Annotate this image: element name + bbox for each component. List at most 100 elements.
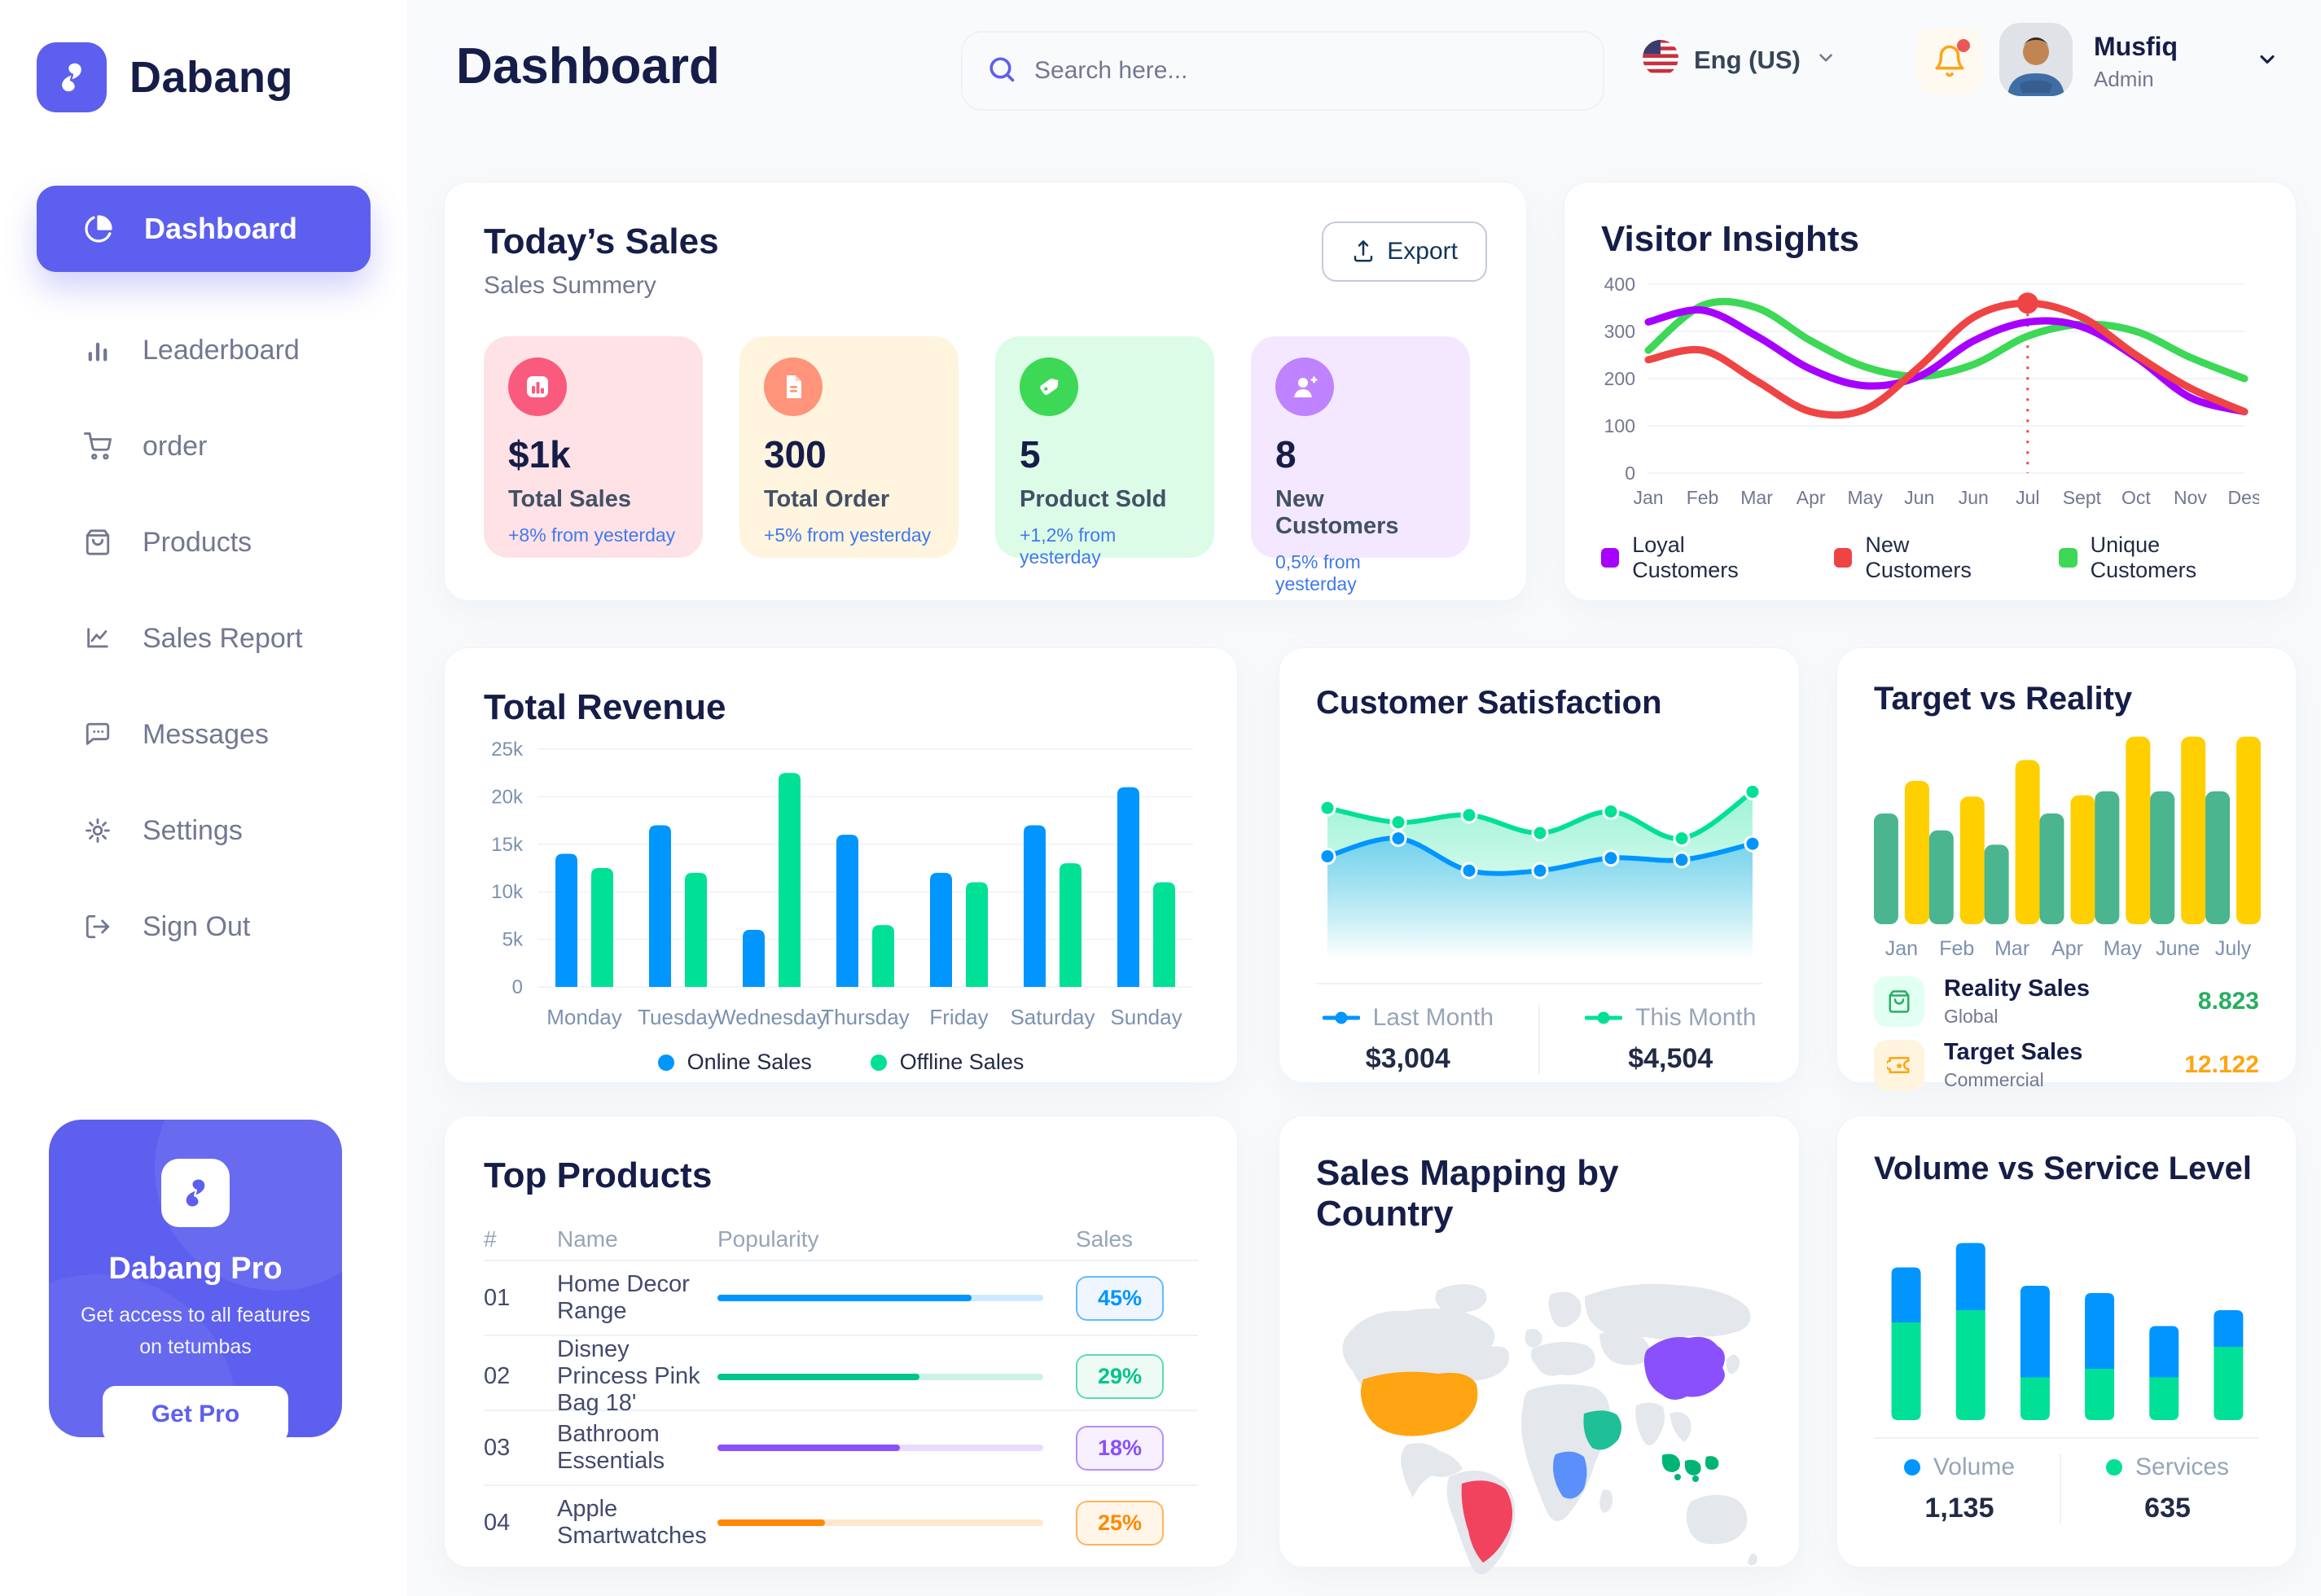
user-menu[interactable]: Musfiq Admin bbox=[1999, 23, 2279, 100]
sidebar-item-products[interactable]: Products bbox=[37, 513, 371, 572]
volume-service-title: Volume vs Service Level bbox=[1874, 1151, 2252, 1186]
svg-text:Tuesday: Tuesday bbox=[638, 1005, 718, 1029]
cart-icon bbox=[84, 432, 112, 460]
product-row-01[interactable]: 01 Home Decor Range 45% bbox=[484, 1260, 1198, 1335]
today-sales-title: Today’s Sales bbox=[484, 221, 719, 261]
sidebar-item-order[interactable]: order bbox=[37, 417, 371, 476]
bar-chart-icon bbox=[84, 336, 112, 364]
stat-card-total-order[interactable]: 300 Total Order +5% from yesterday bbox=[739, 336, 959, 558]
today-sales-card: Today’s Sales Sales Summery Export $1k To… bbox=[444, 182, 1527, 601]
customer-satisfaction-chart bbox=[1316, 733, 1762, 971]
target-vs-reality-title: Target vs Reality bbox=[1874, 681, 2133, 717]
online-legend-dot bbox=[657, 1054, 674, 1071]
total-revenue-title: Total Revenue bbox=[484, 687, 726, 727]
pie-chart-icon bbox=[84, 214, 113, 243]
svg-text:25k: 25k bbox=[491, 739, 524, 761]
brand[interactable]: Dabang bbox=[0, 0, 407, 112]
message-icon bbox=[84, 721, 112, 748]
pro-description: Get access to all features on tetumbas bbox=[80, 1304, 311, 1358]
sidebar-item-sales-report[interactable]: Sales Report bbox=[37, 609, 371, 668]
target-vs-reality-card: Target vs Reality Jan Feb Mar Apr May June Jul… bbox=[1836, 647, 2297, 1090]
product-name: Apple Smartwatches bbox=[557, 1496, 707, 1549]
sidebar-item-dashboard[interactable]: Dashboard bbox=[37, 186, 371, 272]
last-month-legend-icon bbox=[1322, 1011, 1360, 1024]
stat-delta: +5% from yesterday bbox=[764, 524, 932, 546]
sidebar-item-sign-out[interactable]: Sign Out bbox=[37, 897, 371, 956]
sidebar: Dabang Dashboard Leaderboard order Products… bbox=[0, 0, 407, 1596]
services-total: 635 bbox=[2144, 1493, 2191, 1524]
search-input[interactable] bbox=[1034, 57, 1578, 85]
product-popularity-bar bbox=[717, 1295, 1076, 1301]
svg-text:Sept: Sept bbox=[2063, 487, 2102, 508]
total-revenue-card: Total Revenue 0 5k 10k 15k 20k 25k Monday Tuesd… bbox=[444, 647, 1238, 1083]
top-products-card: Top Products # Name Popularity Sales 01 H… bbox=[444, 1116, 1238, 1568]
target-vs-reality-chart: Jan Feb Mar Apr May June July bbox=[1873, 722, 2262, 967]
export-button[interactable]: Export bbox=[1322, 221, 1487, 282]
divider bbox=[1316, 983, 1762, 984]
product-name: Disney Princess Pink Bag 18' bbox=[557, 1336, 700, 1416]
notification-dot bbox=[1957, 39, 1970, 52]
svg-text:5k: 5k bbox=[502, 929, 524, 951]
avatar bbox=[1999, 23, 2073, 100]
get-pro-button[interactable]: Get Pro bbox=[103, 1385, 288, 1437]
pro-title: Dabang Pro bbox=[108, 1252, 283, 1286]
stat-label: Total Sales bbox=[508, 486, 631, 512]
new-legend-swatch bbox=[1834, 548, 1853, 568]
chart-line-icon bbox=[84, 625, 112, 652]
stat-card-product-sold[interactable]: 5 Product Sold +1,2% from yesterday bbox=[995, 336, 1214, 568]
chevron-down-icon bbox=[2256, 48, 2279, 75]
stat-value: 300 bbox=[764, 433, 827, 476]
svg-text:Saturday: Saturday bbox=[1010, 1005, 1095, 1029]
customer-satisfaction-title: Customer Satisfaction bbox=[1316, 685, 1662, 721]
today-sales-subtitle: Sales Summery bbox=[484, 272, 656, 299]
target-sales-value: 12.122 bbox=[2184, 1051, 2259, 1078]
svg-text:Wednesday: Wednesday bbox=[716, 1005, 827, 1029]
top-products-rows: 01 Home Decor Range 45% 02 Disney Princess P… bbox=[484, 1260, 1198, 1559]
visitor-insights-card: Visitor Insights 0 100 200 300 400 Jan Feb Mar A… bbox=[1564, 182, 2297, 601]
pro-logo-icon bbox=[161, 1159, 230, 1227]
ticket-icon bbox=[1874, 1040, 1924, 1090]
brand-logo-icon bbox=[37, 42, 107, 112]
product-sales-badge: 18% bbox=[1076, 1425, 1198, 1471]
svg-text:0: 0 bbox=[1625, 463, 1635, 484]
svg-text:10k: 10k bbox=[491, 881, 524, 903]
product-row-02[interactable]: 02 Disney Princess Pink Bag 18' 29% bbox=[484, 1335, 1198, 1416]
svg-text:Jul: Jul bbox=[2016, 487, 2039, 508]
product-row-04[interactable]: 04 Apple Smartwatches 25% bbox=[484, 1484, 1198, 1559]
language-selector[interactable]: Eng (US) bbox=[1642, 39, 1836, 81]
svg-text:May: May bbox=[2104, 937, 2143, 960]
stat-label: New Customers bbox=[1275, 486, 1399, 539]
receipt-icon bbox=[764, 357, 823, 416]
revenue-legend: Online Sales Offline Sales bbox=[484, 1050, 1198, 1075]
last-month-total: $3,004 bbox=[1365, 1043, 1450, 1074]
sidebar-item-messages[interactable]: Messages bbox=[37, 705, 371, 764]
svg-text:June: June bbox=[2156, 937, 2200, 960]
chevron-down-icon bbox=[1815, 47, 1836, 72]
search-bar[interactable] bbox=[961, 31, 1604, 111]
sidebar-item-leaderboard[interactable]: Leaderboard bbox=[37, 321, 371, 379]
product-row-03[interactable]: 03 Bathroom Essentials 18% bbox=[484, 1410, 1198, 1484]
product-sales-badge: 29% bbox=[1076, 1354, 1198, 1399]
svg-text:Apr: Apr bbox=[1797, 487, 1826, 508]
stat-delta: 0,5% from yesterday bbox=[1275, 551, 1361, 594]
product-popularity-bar bbox=[717, 1373, 1076, 1380]
this-month-legend-icon bbox=[1585, 1011, 1623, 1024]
customer-satisfaction-card: Customer Satisfaction Last Month $3,004 … bbox=[1279, 647, 1800, 1083]
volume-service-card: Volume vs Service Level Volume 1,135 Ser… bbox=[1836, 1116, 2297, 1568]
svg-text:Monday: Monday bbox=[546, 1005, 622, 1029]
notifications-button[interactable] bbox=[1916, 28, 1983, 94]
product-popularity-bar bbox=[717, 1519, 1076, 1526]
language-label: Eng (US) bbox=[1694, 45, 1801, 74]
gear-icon bbox=[84, 817, 112, 844]
visitor-insights-title: Visitor Insights bbox=[1601, 219, 1860, 259]
divider bbox=[1874, 1437, 2259, 1439]
stat-card-total-sales[interactable]: $1k Total Sales +8% from yesterday bbox=[484, 336, 703, 558]
stats-icon bbox=[508, 357, 567, 416]
stat-card-new-customers[interactable]: 8 New Customers 0,5% from yesterday bbox=[1251, 336, 1470, 594]
sales-mapping-card: Sales Mapping by Country bbox=[1279, 1116, 1800, 1575]
stat-value: $1k bbox=[508, 433, 571, 476]
product-num: 01 bbox=[484, 1284, 511, 1311]
sidebar-item-settings[interactable]: Settings bbox=[37, 801, 371, 860]
svg-text:300: 300 bbox=[1604, 321, 1635, 342]
